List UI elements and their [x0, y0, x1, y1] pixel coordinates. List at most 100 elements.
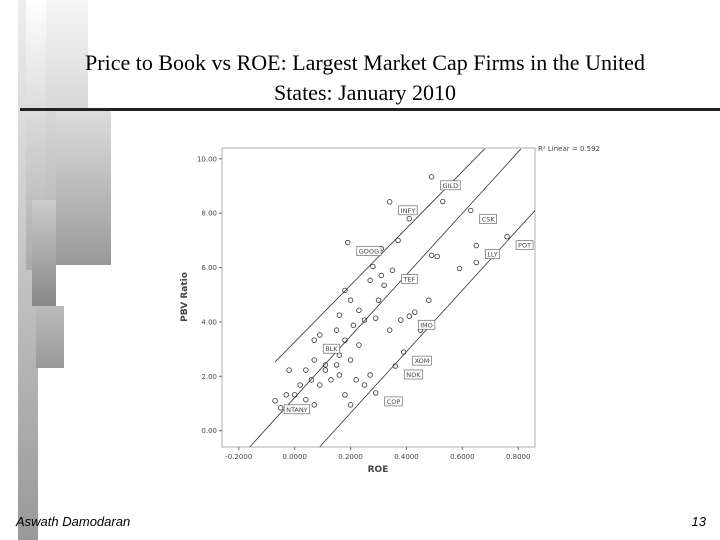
point — [468, 207, 474, 214]
y-axis-label: PBV Ratio — [180, 272, 190, 322]
point — [406, 215, 412, 222]
point — [373, 315, 379, 321]
point — [361, 382, 368, 388]
point-label: GILD — [443, 182, 459, 190]
point — [322, 362, 329, 368]
point-label: INFY — [401, 207, 416, 215]
point-label-box — [384, 396, 403, 407]
point — [342, 337, 348, 343]
point — [342, 392, 348, 398]
x-tick-label: -0.2000 — [225, 453, 252, 461]
point — [277, 405, 284, 411]
point — [303, 397, 309, 403]
point-label-box — [401, 274, 418, 284]
point — [398, 317, 404, 323]
point-label: GOOG — [359, 248, 379, 256]
x-tick-label: 0.6000 — [450, 453, 475, 461]
point-label: NOK — [406, 371, 421, 379]
point — [434, 253, 440, 260]
point — [381, 282, 387, 288]
point — [347, 357, 354, 363]
point — [322, 367, 329, 373]
point — [370, 263, 376, 270]
point-label-box — [283, 404, 311, 415]
point-label-box — [440, 180, 461, 191]
point-label-box — [403, 369, 423, 380]
point — [367, 372, 373, 378]
point — [412, 309, 418, 315]
title-rule — [20, 108, 720, 111]
point — [389, 267, 396, 274]
y-tick-label: 6.00 — [201, 264, 217, 272]
point — [356, 342, 362, 348]
point-label-box — [322, 343, 340, 354]
point — [367, 277, 373, 284]
point-label-box — [412, 355, 432, 366]
point — [473, 259, 480, 266]
point — [336, 372, 343, 378]
point — [336, 312, 343, 318]
point — [272, 398, 278, 404]
point — [347, 402, 354, 408]
point — [504, 233, 510, 240]
point — [317, 382, 323, 388]
point — [311, 357, 317, 363]
point — [473, 242, 480, 249]
y-tick-label: 0.00 — [201, 427, 217, 435]
point — [378, 272, 384, 279]
annotation: R² Linear = 0.592 — [538, 145, 600, 153]
point — [392, 363, 398, 369]
footer-page: 13 — [691, 514, 706, 529]
point — [317, 332, 323, 338]
point — [291, 392, 298, 398]
y-tick-label: 8.00 — [201, 210, 217, 218]
point — [308, 377, 315, 383]
plot-frame — [221, 147, 536, 448]
y-tick-label: 4.00 — [201, 318, 217, 326]
point — [350, 322, 357, 328]
point-label: COP — [387, 398, 401, 406]
y-tick-label: 10.00 — [197, 155, 217, 163]
point — [303, 367, 309, 373]
point — [333, 327, 340, 333]
point — [342, 287, 348, 294]
point — [333, 362, 340, 368]
point-label-box — [479, 214, 497, 224]
footer-author: Aswath Damodaran — [16, 514, 131, 529]
point — [440, 198, 446, 205]
chart-title: Price to Book vs ROE: Largest Market Cap… — [85, 50, 645, 105]
point — [356, 307, 362, 313]
point — [375, 297, 382, 303]
point-label: POT — [518, 242, 531, 250]
x-tick-label: 0.2000 — [338, 453, 363, 461]
point — [428, 252, 435, 259]
point-label: TEF — [402, 275, 415, 283]
point — [311, 402, 317, 408]
point — [395, 237, 401, 244]
point — [373, 390, 379, 396]
point-label: BLK — [325, 345, 338, 353]
point-label: CSK — [482, 216, 496, 224]
point-label: NTANY — [286, 406, 308, 414]
point — [406, 313, 412, 319]
x-tick-label: 0.4000 — [394, 453, 419, 461]
point — [286, 367, 292, 373]
point — [386, 199, 393, 205]
point — [347, 297, 354, 303]
x-tick-label: 0.8000 — [506, 453, 531, 461]
point-label: LLY — [487, 251, 497, 259]
decor — [0, 0, 120, 540]
point — [311, 337, 317, 343]
x-axis-label: ROE — [368, 465, 389, 475]
point — [345, 239, 351, 246]
point-label-box — [485, 249, 500, 259]
point-label-box — [417, 319, 436, 330]
point — [428, 174, 435, 180]
point-label: IMO — [420, 321, 433, 329]
point — [386, 327, 393, 333]
point — [426, 297, 432, 303]
point-label-box — [356, 246, 382, 256]
point — [400, 349, 407, 355]
